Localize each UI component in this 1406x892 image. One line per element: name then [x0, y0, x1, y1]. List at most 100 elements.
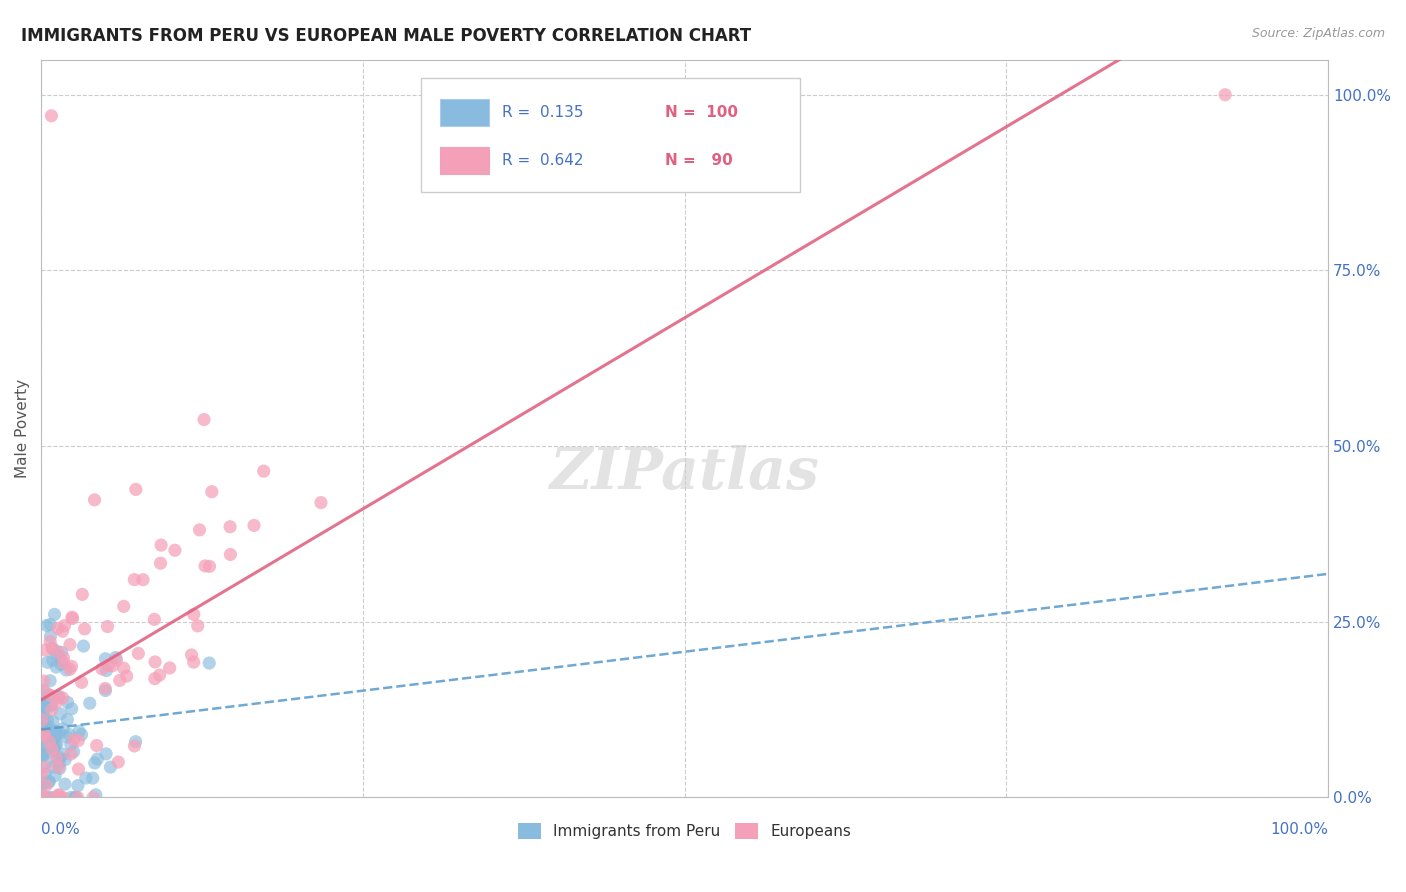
Point [46, 645, 69, 659]
Point [201, 484, 224, 499]
Point [42, 653, 65, 667]
Point [107, 755, 129, 769]
Point [53, 753, 76, 767]
Point [46, 790, 69, 805]
Point [188, 523, 211, 537]
Point [31, 712, 53, 726]
Text: N =  100: N = 100 [665, 105, 738, 120]
Point [94, 651, 117, 665]
Point [75, 771, 97, 785]
Point [35, 779, 58, 793]
Point [34, 685, 56, 699]
Point [70, 728, 93, 742]
Point [44, 724, 66, 739]
Point [35, 733, 58, 747]
Point [39, 629, 62, 643]
Point [48, 756, 70, 771]
Point [183, 655, 205, 669]
Point [48, 726, 70, 740]
Point [83, 492, 105, 507]
Point [37, 656, 59, 670]
Point [32, 683, 55, 698]
Point [35, 696, 58, 710]
Point [34, 721, 56, 735]
Point [45, 724, 67, 739]
Point [38, 688, 60, 702]
Point [48, 690, 70, 704]
Point [31, 748, 53, 763]
Point [112, 661, 135, 675]
Point [67, 724, 90, 739]
Point [48, 790, 70, 805]
Point [34, 767, 56, 781]
Point [35, 618, 58, 632]
Point [72, 639, 94, 653]
Point [115, 669, 138, 683]
Point [39, 634, 62, 648]
Point [34, 760, 56, 774]
Point [124, 734, 146, 748]
Text: 0.0%: 0.0% [41, 822, 80, 838]
Point [62, 745, 84, 759]
Point [49, 657, 72, 672]
Point [41, 698, 63, 712]
Point [59, 638, 82, 652]
Point [86, 752, 108, 766]
Point [39, 699, 62, 714]
Point [163, 543, 186, 558]
Point [30, 780, 52, 795]
Text: ZIPatlas: ZIPatlas [550, 444, 820, 501]
Point [94, 683, 117, 698]
Point [143, 655, 166, 669]
Point [51, 645, 73, 659]
FancyBboxPatch shape [420, 78, 800, 193]
Point [32, 673, 55, 688]
Y-axis label: Male Poverty: Male Poverty [15, 379, 30, 478]
FancyBboxPatch shape [440, 147, 489, 174]
Point [38, 774, 60, 789]
Point [52, 691, 75, 706]
Point [219, 548, 242, 562]
Point [65, 790, 87, 805]
Point [32, 723, 55, 737]
Point [46, 621, 69, 635]
Point [66, 790, 89, 805]
Point [44, 607, 66, 622]
Point [60, 702, 83, 716]
Point [150, 538, 173, 552]
Point [86, 739, 108, 753]
Point [39, 744, 62, 758]
FancyBboxPatch shape [440, 99, 489, 126]
Point [66, 779, 89, 793]
Point [45, 660, 67, 674]
Text: N =   90: N = 90 [665, 153, 733, 168]
Point [41, 714, 63, 729]
Point [72, 587, 94, 601]
Point [56, 695, 79, 709]
Text: R =  0.135: R = 0.135 [502, 105, 583, 120]
Point [44, 769, 66, 783]
Point [37, 713, 59, 727]
Point [187, 619, 209, 633]
Point [79, 696, 101, 710]
Point [55, 663, 77, 677]
Point [219, 520, 242, 534]
Text: 100.0%: 100.0% [1270, 822, 1329, 838]
Point [44, 738, 66, 752]
Point [34, 700, 56, 714]
Point [67, 762, 90, 776]
Point [70, 675, 93, 690]
Point [90, 662, 112, 676]
Point [42, 729, 65, 743]
Point [58, 727, 80, 741]
Point [48, 789, 70, 803]
Point [31, 739, 53, 754]
Point [104, 650, 127, 665]
Point [32, 728, 55, 742]
Point [42, 641, 65, 656]
Point [149, 556, 172, 570]
Point [37, 790, 59, 805]
Point [44, 790, 66, 805]
Point [31, 704, 53, 718]
Point [35, 740, 58, 755]
